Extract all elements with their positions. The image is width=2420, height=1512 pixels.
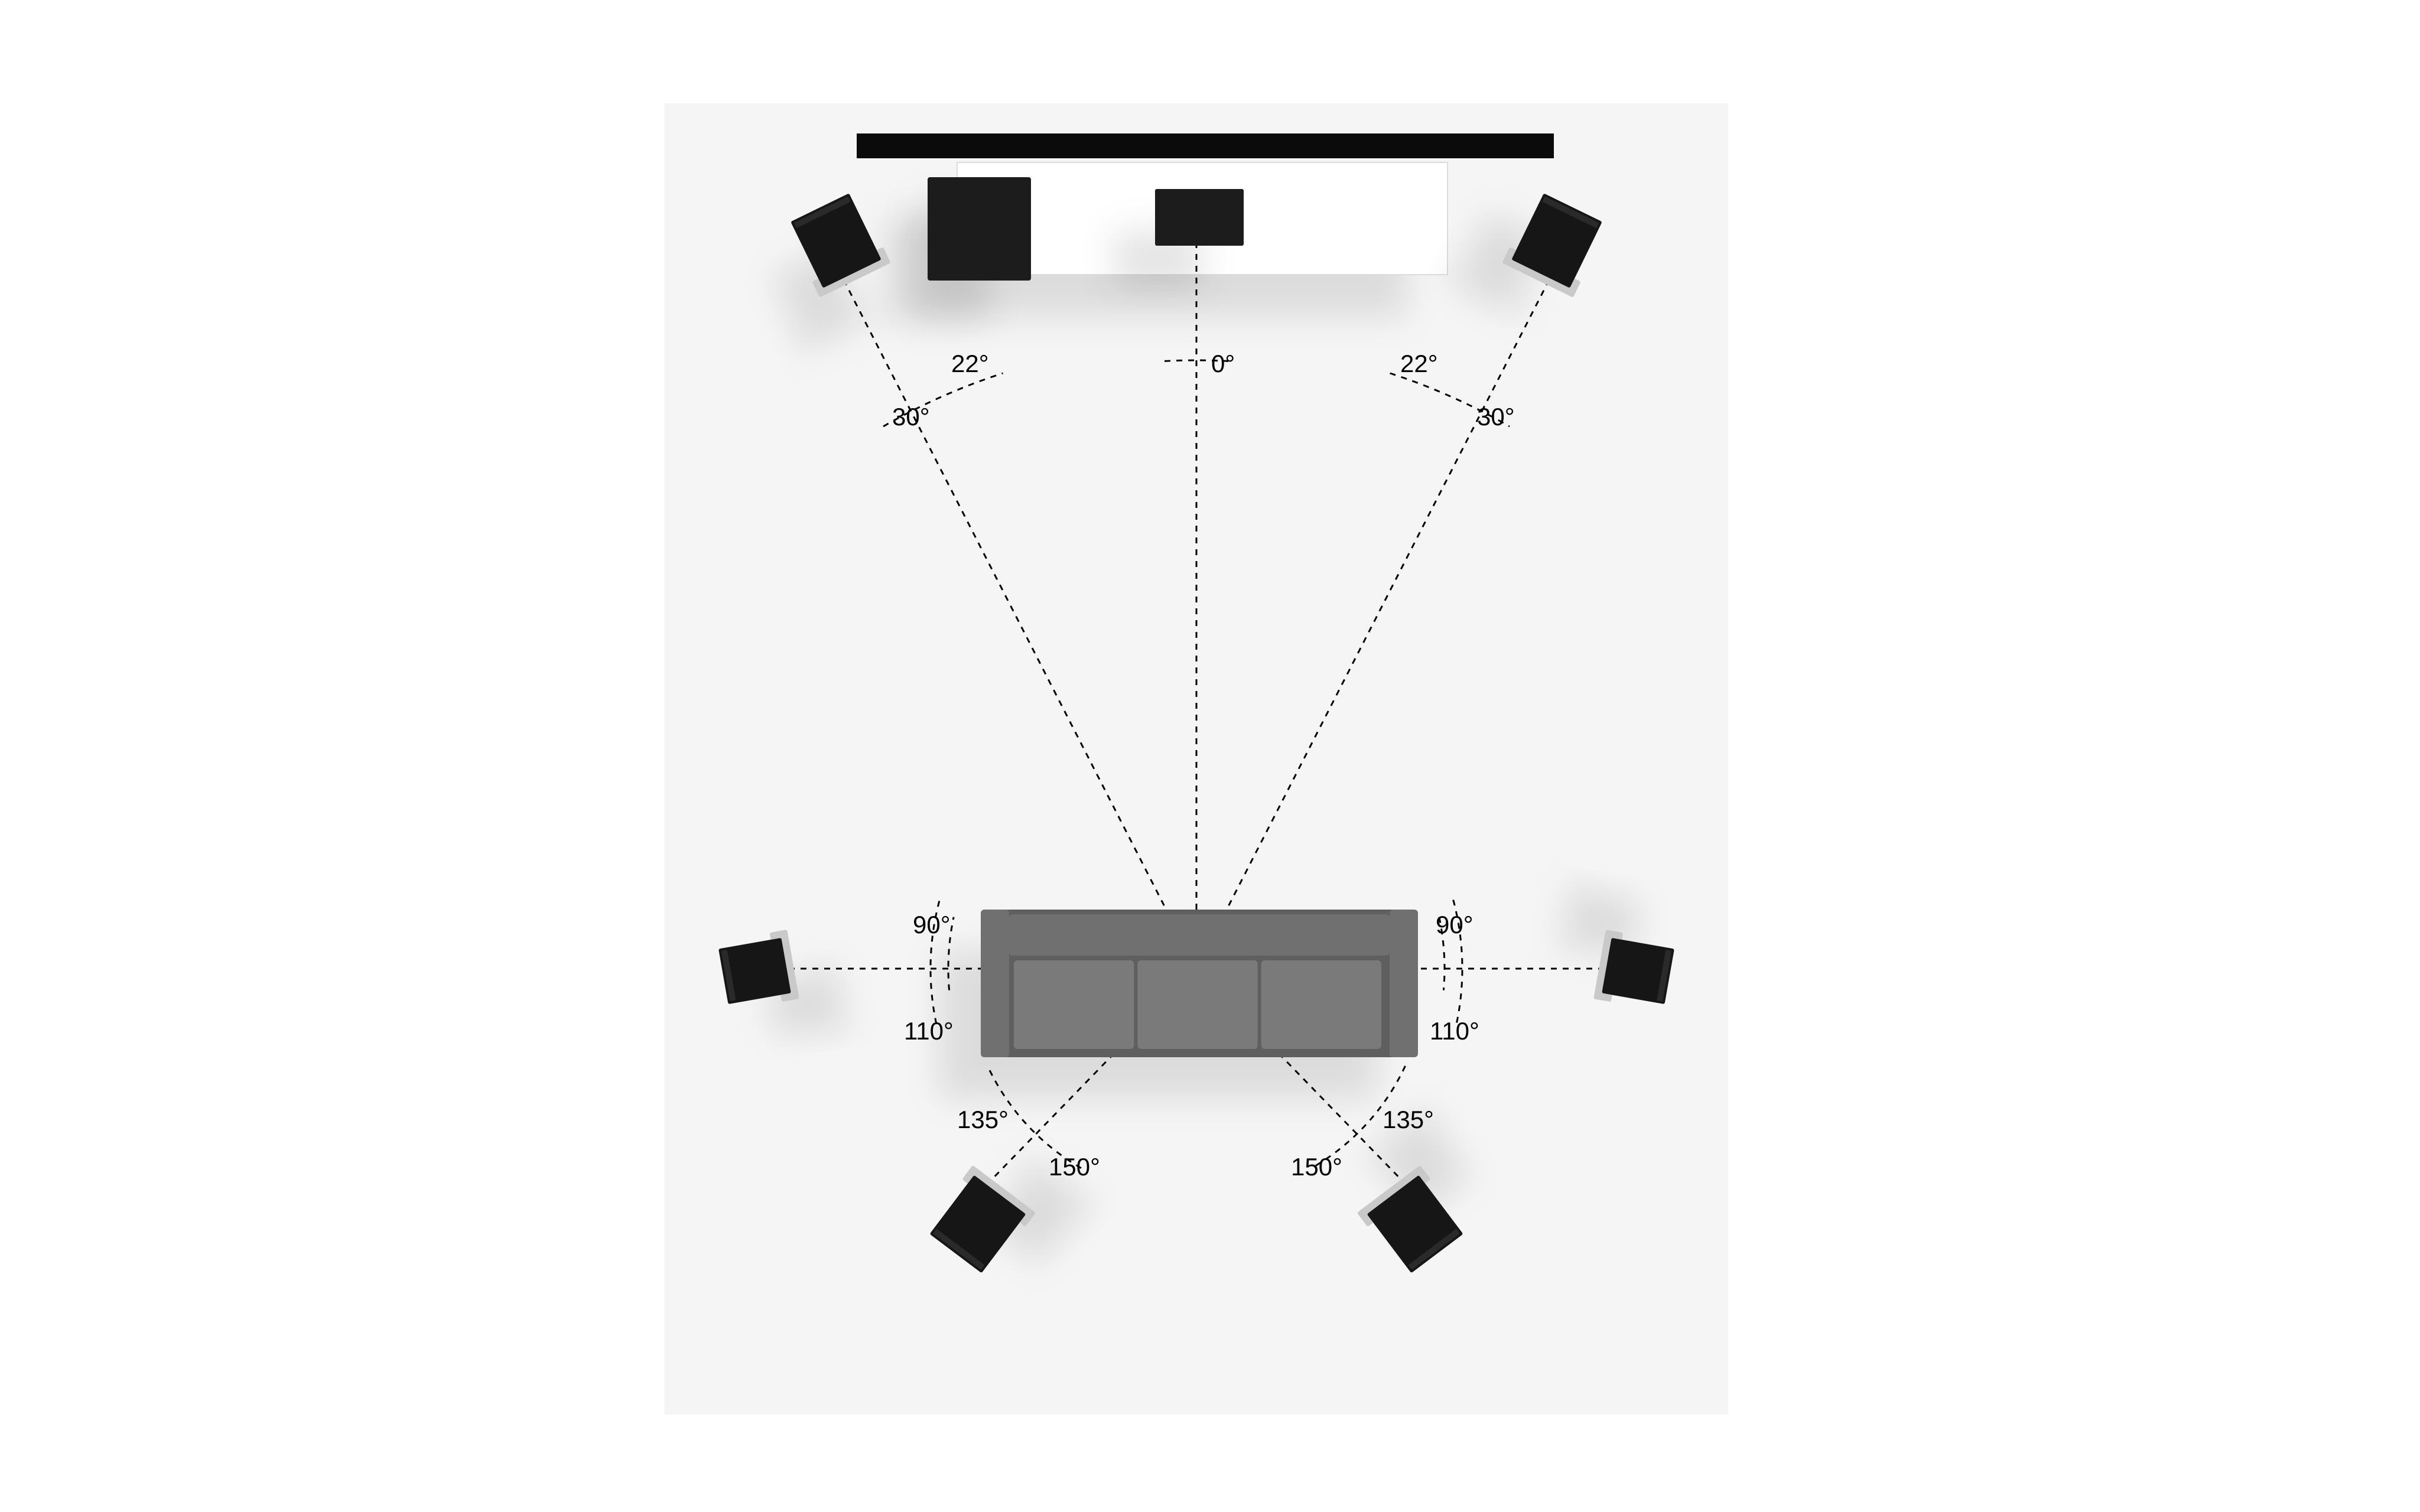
room-floor [665, 103, 1728, 1415]
angle-label-4: 30° [1477, 403, 1515, 431]
angle-label-7: 110° [904, 1017, 954, 1045]
angle-label-10: 135° [1383, 1106, 1434, 1133]
diagram-svg: 0° 22° 22° 30° 30° 90° 90° 110° 110° 135° 135° 150°… [0, 0, 2420, 1512]
center-speaker [1155, 189, 1244, 246]
subwoofer [928, 177, 1031, 281]
angle-label-3: 30° [892, 403, 930, 431]
angle-label-0: 0° [1211, 350, 1235, 377]
angle-label-5: 90° [913, 911, 951, 939]
angle-label-11: 150° [1049, 1153, 1100, 1181]
angle-label-2: 22° [1400, 350, 1438, 377]
angle-label-12: 150° [1291, 1153, 1342, 1181]
tv-screen [857, 133, 1554, 158]
angle-label-9: 135° [957, 1106, 1009, 1133]
couch [981, 910, 1418, 1057]
speaker-layout-diagram: 0° 22° 22° 30° 30° 90° 90° 110° 110° 135° 135° 150°… [0, 0, 2420, 1512]
angle-label-8: 110° [1430, 1017, 1479, 1045]
angle-label-1: 22° [951, 350, 989, 377]
angle-label-6: 90° [1436, 911, 1474, 939]
